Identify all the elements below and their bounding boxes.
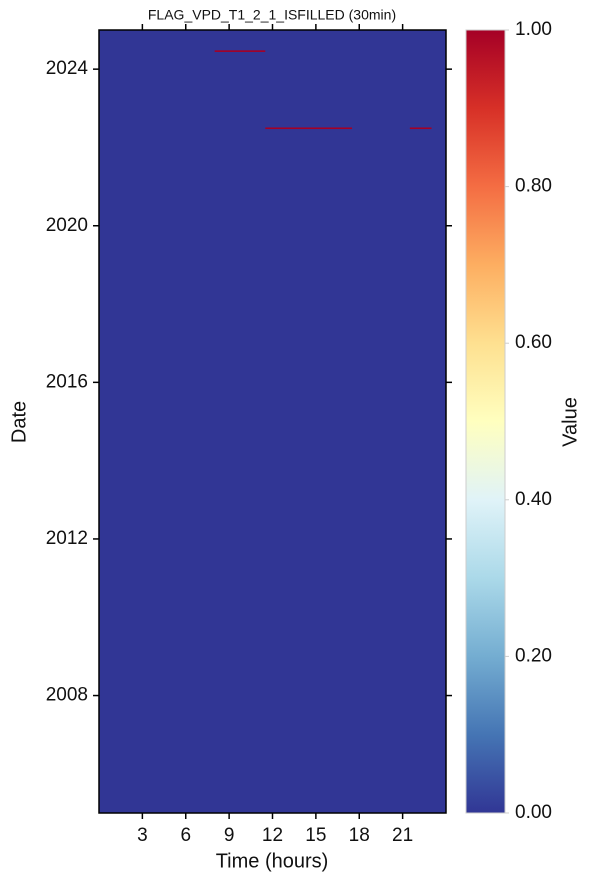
colorbar-tick-label: 0.40	[515, 489, 552, 510]
x-tick-label: 21	[392, 825, 413, 846]
x-axis-label: Time (hours)	[216, 850, 329, 872]
x-tick-label: 9	[224, 825, 235, 846]
x-tick-label: 6	[180, 825, 191, 846]
x-tick-label: 3	[137, 825, 148, 846]
colorbar-tick-label: 0.80	[515, 176, 552, 197]
x-tick-label: 12	[262, 825, 283, 846]
chart-title: FLAG_VPD_T1_2_1_ISFILLED (30min)	[148, 7, 396, 23]
y-tick-label: 2016	[46, 371, 88, 392]
y-tick-label: 2008	[46, 685, 88, 706]
heatmap-cell	[214, 50, 266, 52]
heatmap-cell	[409, 127, 432, 130]
colorbar-tick-label: 1.00	[515, 19, 552, 40]
x-tick-label: 15	[305, 825, 326, 846]
x-tick-label: 18	[349, 825, 370, 846]
colorbar-tick-label: 0.60	[515, 332, 552, 353]
y-axis-label: Date	[8, 401, 30, 443]
y-tick-label: 2024	[46, 58, 89, 79]
heatmap-cell	[265, 127, 353, 130]
y-tick-label: 2020	[46, 215, 88, 236]
heatmap-background	[99, 30, 446, 813]
colorbar	[465, 29, 506, 814]
colorbar-label: Value	[559, 397, 581, 447]
y-tick-label: 2012	[46, 528, 88, 549]
colorbar-tick-label: 0.20	[515, 645, 552, 666]
colorbar-tick-label: 0.00	[515, 802, 552, 823]
